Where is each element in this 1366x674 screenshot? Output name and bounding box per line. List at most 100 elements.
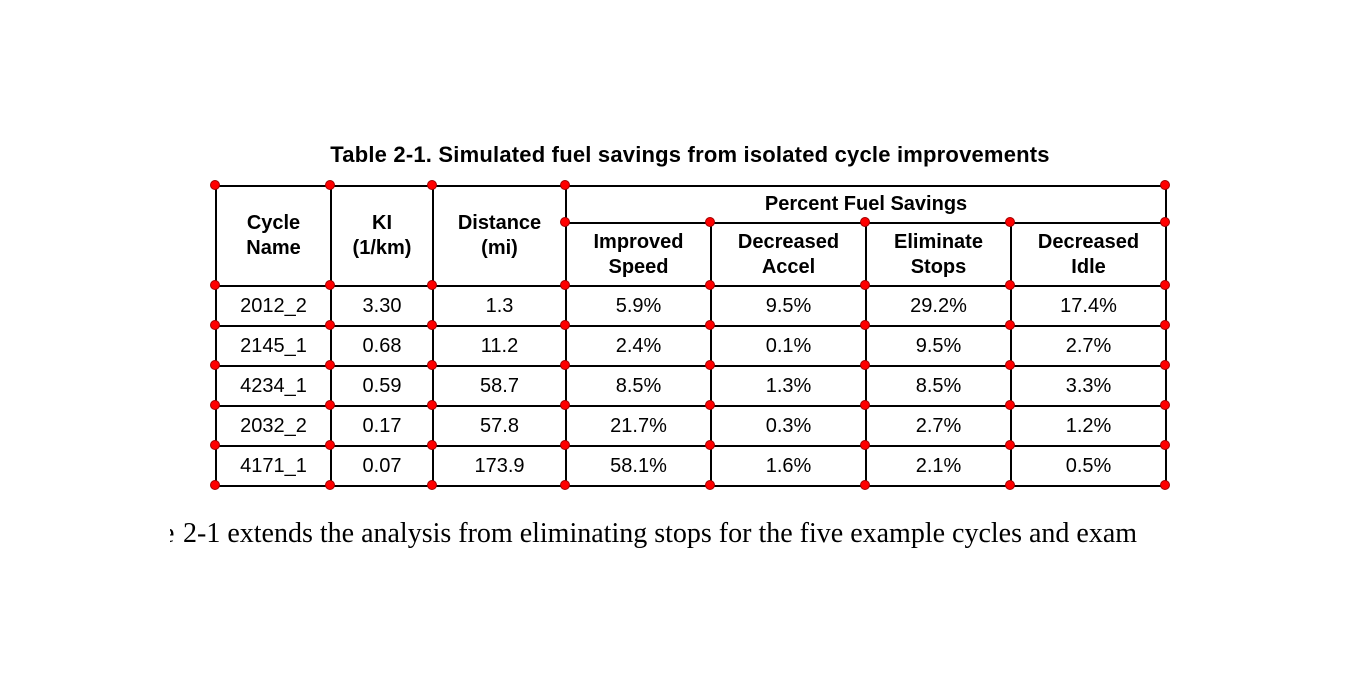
corner-marker-dot <box>705 440 715 450</box>
cell-distance: 11.2 <box>432 325 567 367</box>
corner-marker-dot <box>325 400 335 410</box>
corner-marker-dot <box>427 280 437 290</box>
corner-marker-dot <box>560 320 570 330</box>
cell-eliminate-stops: 8.5% <box>865 365 1012 407</box>
corner-marker-dot <box>427 360 437 370</box>
corner-marker-dot <box>325 360 335 370</box>
corner-marker-dot <box>210 180 220 190</box>
table-row: 4234_1 0.59 58.7 8.5% 1.3% 8.5% 3.3% <box>215 365 1168 407</box>
cell-distance: 1.3 <box>432 285 567 327</box>
corner-marker-dot <box>210 280 220 290</box>
corner-marker-dot <box>860 217 870 227</box>
table-row: 2032_2 0.17 57.8 21.7% 0.3% 2.7% 1.2% <box>215 405 1168 447</box>
corner-marker-dot <box>860 480 870 490</box>
cell-decreased-idle: 17.4% <box>1009 285 1168 327</box>
corner-marker-dot <box>1005 480 1015 490</box>
cell-eliminate-stops: 2.7% <box>865 405 1012 447</box>
cell-decreased-idle: 1.2% <box>1009 405 1168 447</box>
corner-marker-dot <box>1005 360 1015 370</box>
corner-marker-dot <box>1005 280 1015 290</box>
corner-marker-dot <box>860 280 870 290</box>
cell-distance: 58.7 <box>432 365 567 407</box>
corner-marker-dot <box>705 217 715 227</box>
table-caption: Table 2-1. Simulated fuel savings from i… <box>330 142 1050 167</box>
col-header-eliminate-stops: Eliminate Stops <box>865 222 1012 287</box>
cell-eliminate-stops: 29.2% <box>865 285 1012 327</box>
corner-marker-dot <box>560 217 570 227</box>
corner-marker-dot <box>210 480 220 490</box>
corner-marker-dot <box>1160 180 1170 190</box>
table-header-row-sub: Improved Speed Decreased Accel Eliminate… <box>216 222 1168 287</box>
corner-marker-dot <box>705 360 715 370</box>
corner-marker-dot <box>210 320 220 330</box>
corner-marker-dot <box>705 280 715 290</box>
corner-marker-dot <box>860 360 870 370</box>
corner-marker-dot <box>705 480 715 490</box>
corner-marker-dot <box>325 180 335 190</box>
col-header-decreased-accel: Decreased Accel <box>710 222 867 287</box>
corner-marker-dot <box>705 320 715 330</box>
table-row: 2145_1 0.68 11.2 2.4% 0.1% 9.5% 2.7% <box>215 325 1168 367</box>
corner-marker-dot <box>1160 217 1170 227</box>
corner-marker-dot <box>560 180 570 190</box>
corner-marker-dot <box>427 400 437 410</box>
corner-marker-dot <box>427 440 437 450</box>
cell-improved-speed: 5.9% <box>565 285 712 327</box>
corner-marker-dot <box>560 440 570 450</box>
corner-marker-dot <box>210 360 220 370</box>
corner-marker-dot <box>705 400 715 410</box>
body-text: 2-1 extends the analysis from eliminatin… <box>183 518 1138 549</box>
fuel-savings-table: Cycle Name KI (1/km) Distance (mi) Perce… <box>215 185 1168 487</box>
col-header-ki: KI (1/km) <box>330 185 434 287</box>
corner-marker-dot <box>210 400 220 410</box>
cell-ki: 3.30 <box>330 285 434 327</box>
corner-marker-dot <box>210 440 220 450</box>
cell-cycle-name: 2145_1 <box>215 325 332 367</box>
clipped-word-fragment: e <box>170 518 177 550</box>
corner-marker-dot <box>860 400 870 410</box>
corner-marker-dot <box>325 320 335 330</box>
corner-marker-dot <box>560 400 570 410</box>
table-row: 4171_1 0.07 173.9 58.1% 1.6% 2.1% 0.5% <box>215 445 1168 487</box>
cell-decreased-idle: 0.5% <box>1009 445 1168 487</box>
table-header-row-group: Cycle Name KI (1/km) Distance (mi) Perce… <box>215 185 1168 287</box>
cell-ki: 0.59 <box>330 365 434 407</box>
corner-marker-dot <box>1005 217 1015 227</box>
cell-decreased-accel: 1.3% <box>710 365 867 407</box>
corner-marker-dot <box>1160 400 1170 410</box>
cell-decreased-accel: 1.6% <box>710 445 867 487</box>
corner-marker-dot <box>1160 280 1170 290</box>
corner-marker-dot <box>427 180 437 190</box>
cell-ki: 0.17 <box>330 405 434 447</box>
corner-marker-dot <box>860 320 870 330</box>
cell-decreased-accel: 0.3% <box>710 405 867 447</box>
cell-decreased-accel: 9.5% <box>710 285 867 327</box>
corner-marker-dot <box>427 480 437 490</box>
cell-distance: 57.8 <box>432 405 567 447</box>
corner-marker-dot <box>1160 320 1170 330</box>
cell-ki: 0.68 <box>330 325 434 367</box>
corner-marker-dot <box>427 320 437 330</box>
cell-improved-speed: 8.5% <box>565 365 712 407</box>
corner-marker-dot <box>560 480 570 490</box>
corner-marker-dot <box>560 280 570 290</box>
cell-improved-speed: 2.4% <box>565 325 712 367</box>
cell-improved-speed: 58.1% <box>565 445 712 487</box>
corner-marker-dot <box>1005 320 1015 330</box>
cell-decreased-idle: 3.3% <box>1009 365 1168 407</box>
col-header-improved-speed: Improved Speed <box>565 222 712 287</box>
corner-marker-dot <box>1160 440 1170 450</box>
corner-marker-dot <box>325 280 335 290</box>
cell-cycle-name: 2032_2 <box>215 405 332 447</box>
corner-marker-dot <box>560 360 570 370</box>
cell-eliminate-stops: 9.5% <box>865 325 1012 367</box>
cell-ki: 0.07 <box>330 445 434 487</box>
body-paragraph: e2-1 extends the analysis from eliminati… <box>170 518 1137 550</box>
col-header-decreased-idle: Decreased Idle <box>1009 222 1168 287</box>
col-header-cycle-name: Cycle Name <box>215 185 332 287</box>
corner-marker-dot <box>860 440 870 450</box>
cell-distance: 173.9 <box>432 445 567 487</box>
cell-decreased-accel: 0.1% <box>710 325 867 367</box>
corner-marker-dot <box>325 440 335 450</box>
corner-marker-dot <box>1160 480 1170 490</box>
